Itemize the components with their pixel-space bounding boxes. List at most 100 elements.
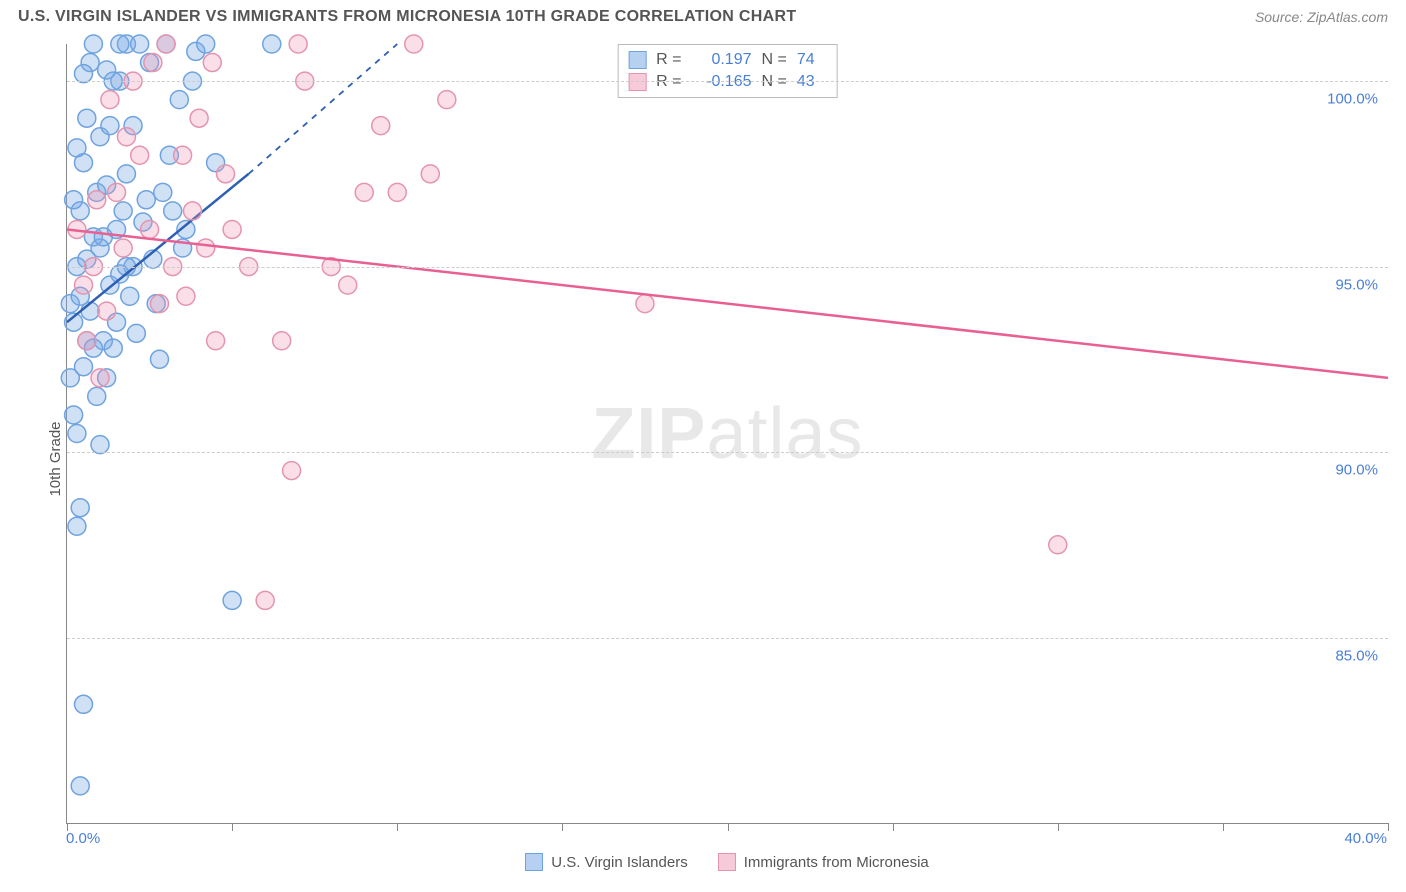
y-tick-label: 90.0%	[1335, 462, 1378, 479]
y-axis-label: 10th Grade	[47, 421, 64, 496]
scatter-point	[101, 117, 119, 135]
gridline-h	[67, 267, 1388, 268]
scatter-point	[273, 332, 291, 350]
scatter-point	[94, 228, 112, 246]
scatter-point	[174, 146, 192, 164]
gridline-h	[67, 81, 1388, 82]
y-tick-label: 100.0%	[1327, 91, 1378, 108]
scatter-point	[170, 91, 188, 109]
scatter-point	[164, 202, 182, 220]
scatter-point	[207, 332, 225, 350]
scatter-point	[154, 183, 172, 201]
scatter-point	[256, 591, 274, 609]
scatter-point	[114, 202, 132, 220]
x-tick	[1388, 823, 1389, 831]
scatter-point	[61, 369, 79, 387]
trend-line-dashed	[249, 44, 398, 174]
chart-header: U.S. VIRGIN ISLANDER VS IMMIGRANTS FROM …	[0, 0, 1406, 38]
scatter-point	[372, 117, 390, 135]
scatter-point	[75, 695, 93, 713]
scatter-point	[144, 54, 162, 72]
scatter-point	[78, 109, 96, 127]
scatter-point	[150, 350, 168, 368]
scatter-point	[283, 462, 301, 480]
scatter-point	[71, 499, 89, 517]
x-tick-label: 40.0%	[1344, 830, 1387, 847]
scatter-point	[405, 35, 423, 53]
scatter-point	[68, 139, 86, 157]
legend-swatch-a	[525, 853, 543, 871]
scatter-point	[121, 287, 139, 305]
stat-label-n: N =	[762, 51, 787, 69]
scatter-point	[91, 436, 109, 454]
scatter-point	[137, 191, 155, 209]
scatter-point	[127, 324, 145, 342]
scatter-point	[1049, 536, 1067, 554]
legend-swatch-b	[718, 853, 736, 871]
scatter-point	[636, 295, 654, 313]
scatter-point	[91, 369, 109, 387]
scatter-point	[355, 183, 373, 201]
scatter-point	[68, 425, 86, 443]
gridline-h	[67, 638, 1388, 639]
scatter-point	[203, 54, 221, 72]
scatter-point	[65, 191, 83, 209]
stat-swatch-a	[628, 51, 646, 69]
gridline-h	[67, 452, 1388, 453]
scatter-point	[88, 191, 106, 209]
scatter-point	[98, 302, 116, 320]
x-axis-labels: 0.0% 40.0%	[66, 830, 1388, 850]
scatter-point	[438, 91, 456, 109]
scatter-point	[101, 91, 119, 109]
scatter-point	[117, 165, 135, 183]
scatter-point	[75, 65, 93, 83]
scatter-point	[88, 387, 106, 405]
scatter-point	[197, 239, 215, 257]
scatter-point	[217, 165, 235, 183]
scatter-point	[289, 35, 307, 53]
y-tick-label: 95.0%	[1335, 276, 1378, 293]
scatter-point	[117, 128, 135, 146]
scatter-point	[78, 332, 96, 350]
legend-item-b: Immigrants from Micronesia	[718, 853, 929, 871]
legend-label-b: Immigrants from Micronesia	[744, 854, 929, 871]
scatter-point	[108, 183, 126, 201]
scatter-point	[131, 35, 149, 53]
plot-svg	[67, 44, 1388, 823]
stat-row-a: R = 0.197 N = 74	[628, 49, 827, 71]
scatter-point	[65, 406, 83, 424]
x-tick-label: 0.0%	[66, 830, 100, 847]
scatter-point	[141, 220, 159, 238]
scatter-point	[68, 517, 86, 535]
trend-line	[67, 229, 1388, 377]
scatter-point	[71, 777, 89, 795]
chart-title: U.S. VIRGIN ISLANDER VS IMMIGRANTS FROM …	[18, 8, 796, 26]
stat-value-r-a: 0.197	[692, 51, 752, 69]
bottom-legend: U.S. Virgin Islanders Immigrants from Mi…	[66, 850, 1388, 874]
scatter-point	[84, 35, 102, 53]
scatter-point	[131, 146, 149, 164]
stat-legend: R = 0.197 N = 74 R = -0.165 N = 43	[617, 44, 838, 98]
chart-container: 10th Grade ZIPatlas R = 0.197 N = 74 R =…	[18, 44, 1388, 874]
scatter-point	[223, 591, 241, 609]
legend-label-a: U.S. Virgin Islanders	[551, 854, 687, 871]
scatter-point	[150, 295, 168, 313]
scatter-point	[157, 35, 175, 53]
scatter-point	[114, 239, 132, 257]
scatter-point	[75, 276, 93, 294]
stat-label-r: R =	[656, 51, 681, 69]
scatter-point	[223, 220, 241, 238]
stat-value-n-a: 74	[797, 51, 827, 69]
scatter-point	[190, 109, 208, 127]
scatter-point	[177, 287, 195, 305]
plot-area: ZIPatlas R = 0.197 N = 74 R = -0.165 N =…	[66, 44, 1388, 824]
y-tick-label: 85.0%	[1335, 647, 1378, 664]
scatter-point	[111, 35, 129, 53]
scatter-point	[183, 202, 201, 220]
scatter-point	[197, 35, 215, 53]
scatter-point	[263, 35, 281, 53]
scatter-point	[104, 339, 122, 357]
scatter-point	[421, 165, 439, 183]
legend-item-a: U.S. Virgin Islanders	[525, 853, 687, 871]
chart-source: Source: ZipAtlas.com	[1255, 9, 1388, 25]
